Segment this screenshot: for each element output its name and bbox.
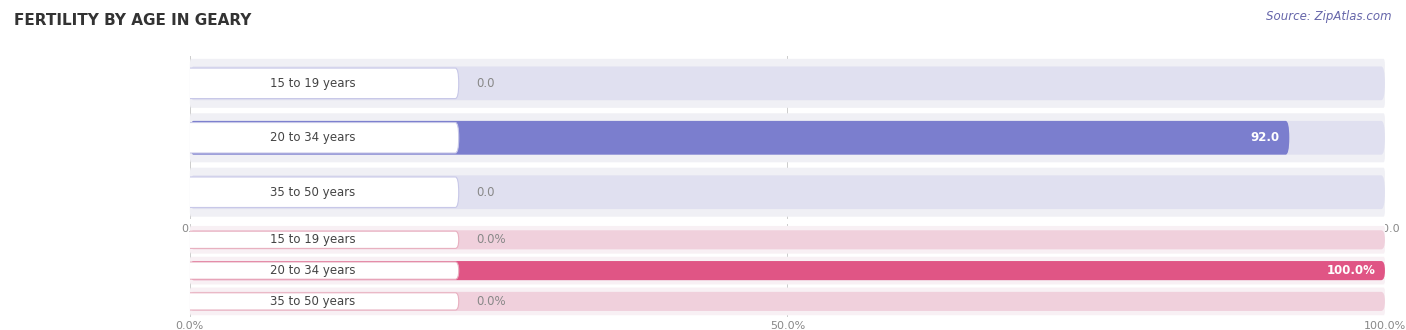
FancyBboxPatch shape: [190, 168, 1385, 217]
FancyBboxPatch shape: [166, 68, 458, 99]
FancyBboxPatch shape: [166, 177, 458, 208]
FancyBboxPatch shape: [166, 262, 458, 279]
FancyBboxPatch shape: [190, 121, 1289, 155]
Text: 100.0%: 100.0%: [1326, 264, 1375, 277]
FancyBboxPatch shape: [190, 59, 1385, 108]
Text: 0.0: 0.0: [477, 77, 495, 90]
FancyBboxPatch shape: [166, 122, 458, 153]
Text: 35 to 50 years: 35 to 50 years: [270, 186, 354, 199]
FancyBboxPatch shape: [190, 261, 1385, 280]
FancyBboxPatch shape: [190, 257, 1385, 284]
Text: 15 to 19 years: 15 to 19 years: [270, 77, 356, 90]
FancyBboxPatch shape: [166, 293, 458, 310]
FancyBboxPatch shape: [190, 113, 1385, 162]
Text: 15 to 19 years: 15 to 19 years: [270, 233, 356, 246]
FancyBboxPatch shape: [166, 231, 458, 248]
Text: 0.0%: 0.0%: [477, 295, 506, 308]
FancyBboxPatch shape: [190, 261, 1385, 280]
FancyBboxPatch shape: [190, 230, 1385, 249]
Text: 92.0: 92.0: [1250, 131, 1279, 144]
FancyBboxPatch shape: [190, 121, 1385, 155]
Text: 0.0: 0.0: [477, 186, 495, 199]
FancyBboxPatch shape: [190, 292, 1385, 311]
FancyBboxPatch shape: [190, 66, 1385, 100]
FancyBboxPatch shape: [190, 287, 1385, 315]
Text: Source: ZipAtlas.com: Source: ZipAtlas.com: [1267, 10, 1392, 23]
Text: 20 to 34 years: 20 to 34 years: [270, 264, 356, 277]
Text: 20 to 34 years: 20 to 34 years: [270, 131, 356, 144]
Text: FERTILITY BY AGE IN GEARY: FERTILITY BY AGE IN GEARY: [14, 13, 252, 28]
Text: 0.0%: 0.0%: [477, 233, 506, 246]
FancyBboxPatch shape: [190, 175, 1385, 209]
Text: 35 to 50 years: 35 to 50 years: [270, 295, 354, 308]
FancyBboxPatch shape: [190, 226, 1385, 254]
